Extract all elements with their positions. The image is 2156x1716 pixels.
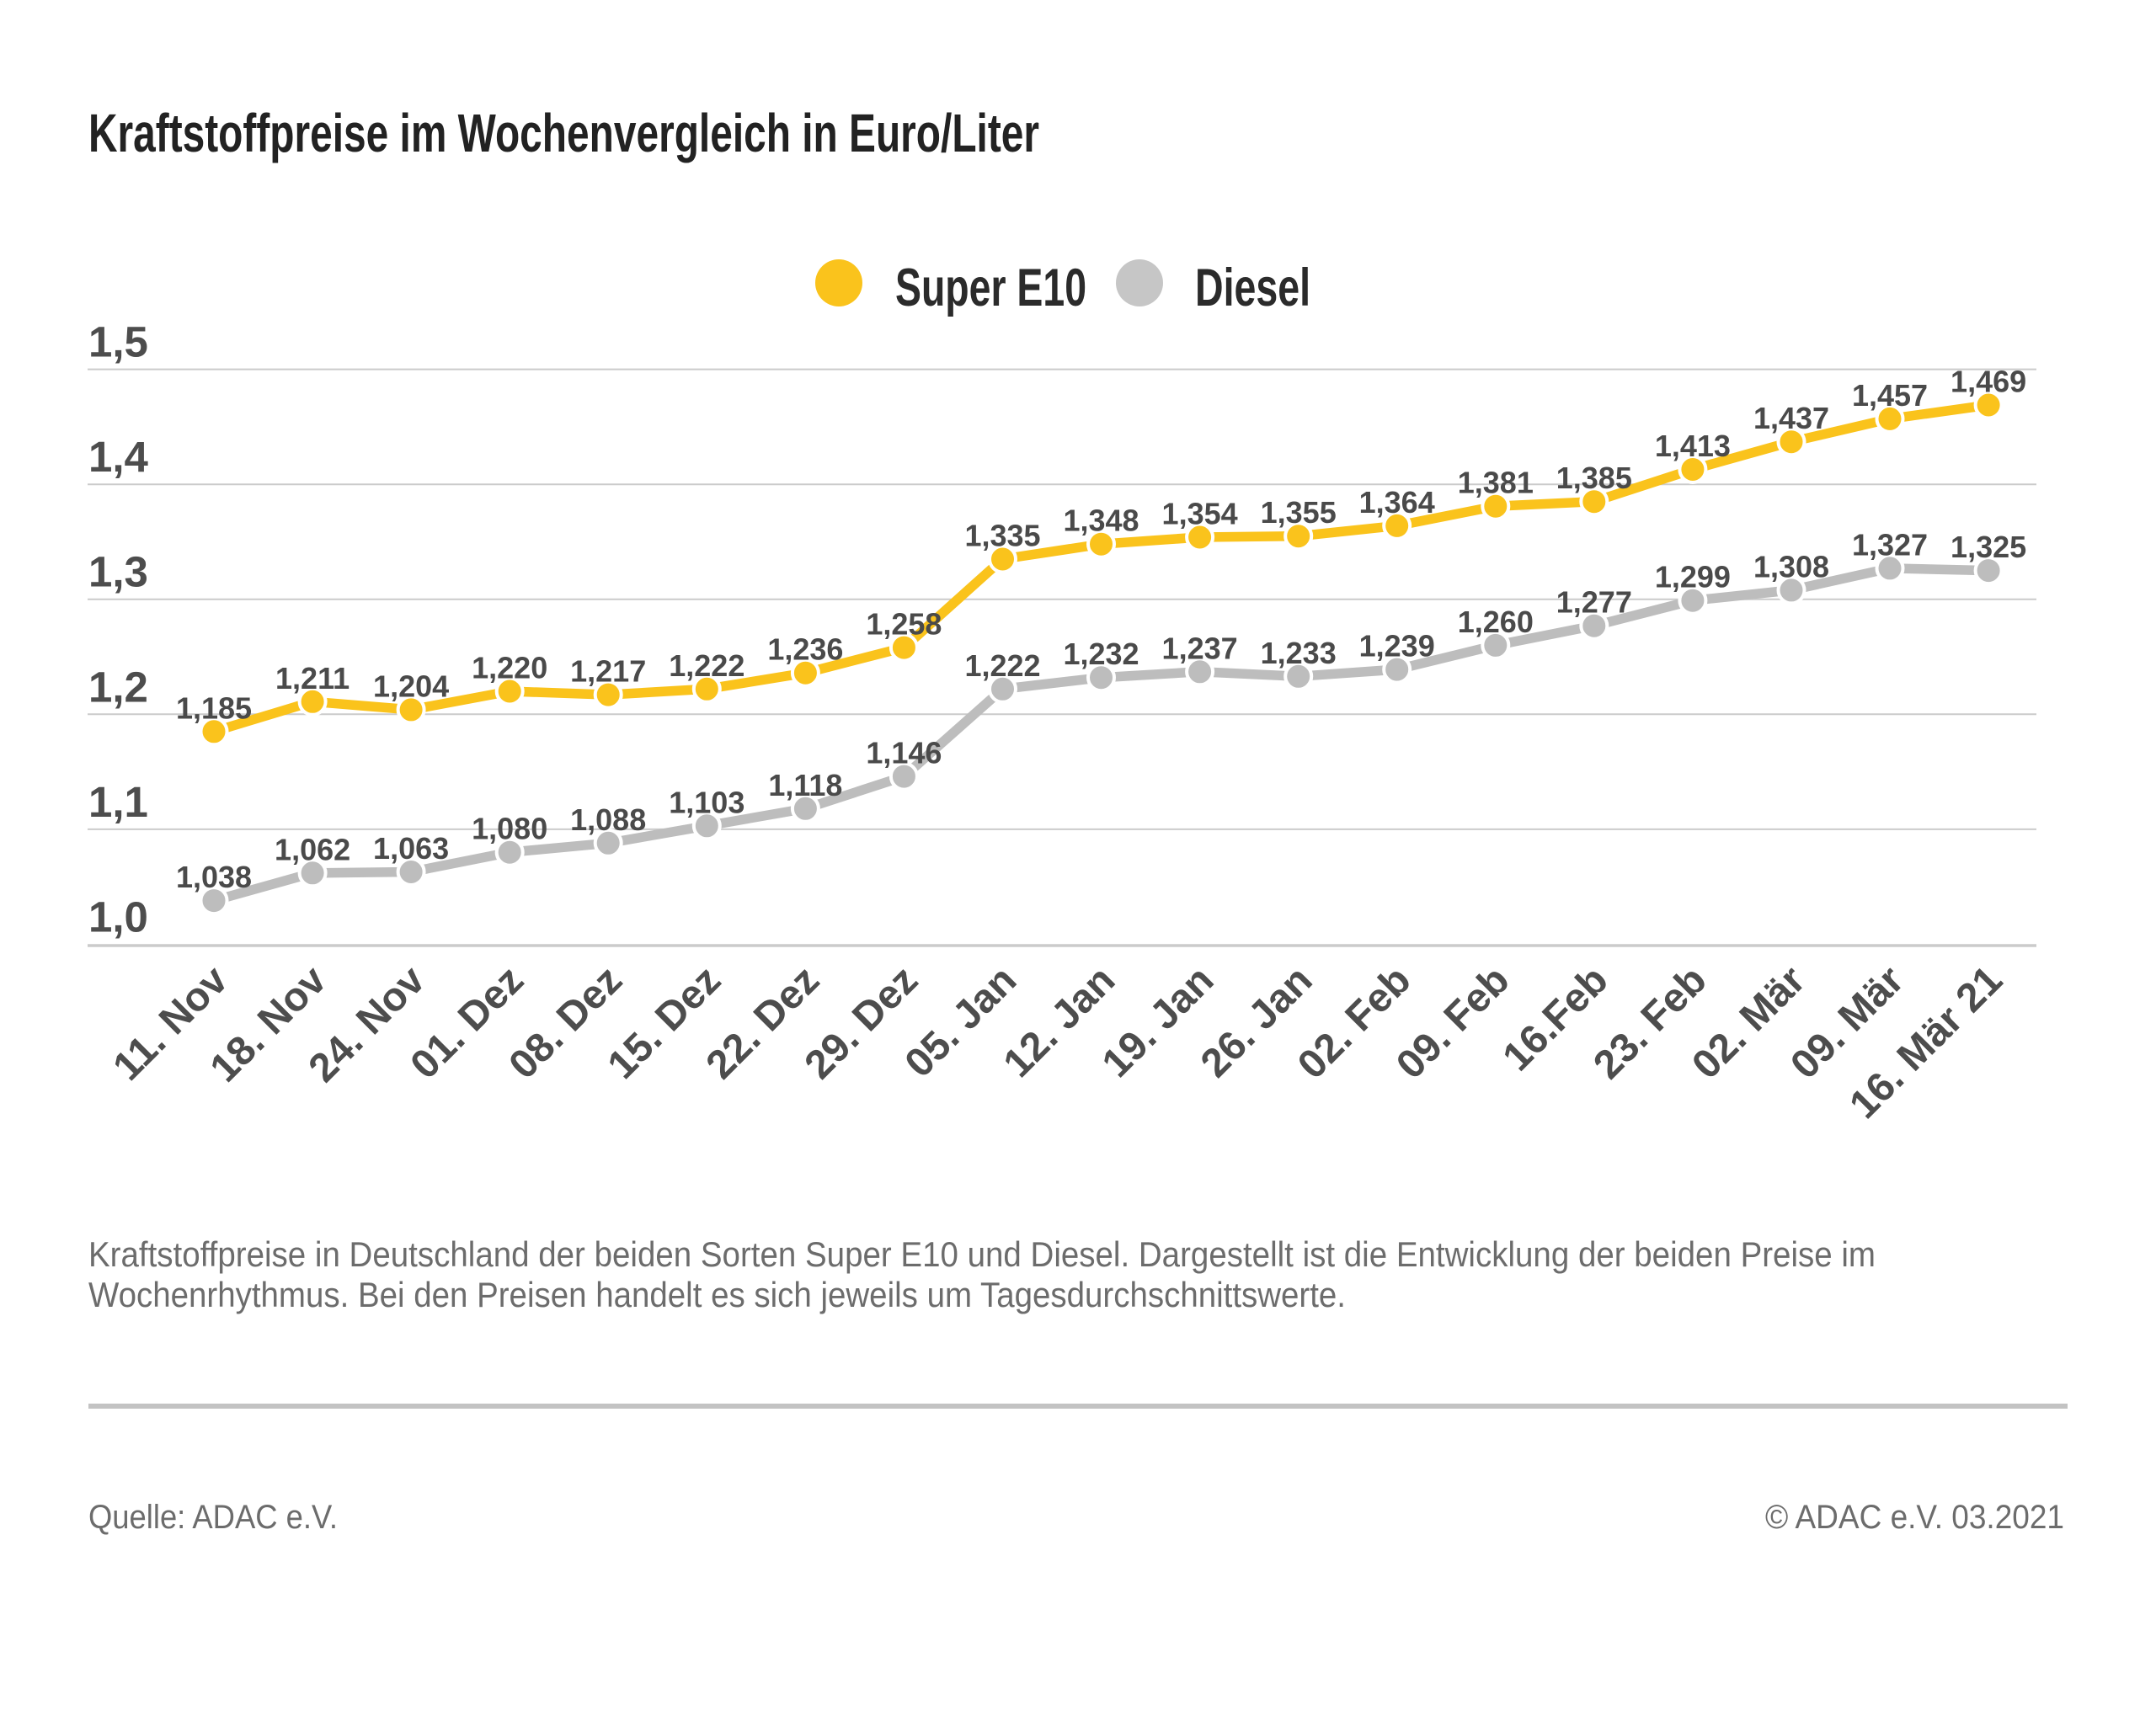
svg-text:1,325: 1,325: [1951, 530, 2026, 564]
svg-text:1,277: 1,277: [1556, 585, 1632, 620]
svg-text:Wochenrhythmus. Bei den Preise: Wochenrhythmus. Bei den Preisen handelt …: [88, 1275, 1346, 1314]
svg-text:1,103: 1,103: [669, 785, 744, 819]
svg-text:1,233: 1,233: [1261, 636, 1337, 670]
svg-text:1,355: 1,355: [1261, 495, 1337, 530]
svg-text:1,437: 1,437: [1753, 401, 1829, 435]
svg-text:1,220: 1,220: [472, 651, 547, 685]
svg-text:1,3: 1,3: [88, 548, 148, 596]
svg-text:1,348: 1,348: [1063, 504, 1139, 538]
svg-text:1,5: 1,5: [88, 318, 148, 366]
svg-text:1,222: 1,222: [964, 648, 1040, 683]
svg-text:1,0: 1,0: [88, 893, 148, 941]
svg-text:1,260: 1,260: [1458, 605, 1534, 639]
svg-text:1,237: 1,237: [1162, 631, 1238, 665]
svg-text:1,222: 1,222: [669, 648, 744, 683]
svg-text:1,381: 1,381: [1458, 466, 1534, 500]
svg-text:1,457: 1,457: [1852, 378, 1928, 413]
svg-text:1,2: 1,2: [88, 663, 148, 711]
svg-text:1,258: 1,258: [866, 607, 942, 642]
svg-text:1,236: 1,236: [767, 632, 843, 667]
svg-text:Quelle: ADAC e.V.: Quelle: ADAC e.V.: [88, 1499, 338, 1536]
svg-text:Kraftstoffpreise im Wochenverg: Kraftstoffpreise im Wochenvergleich in E…: [88, 103, 1039, 163]
svg-text:1,146: 1,146: [866, 736, 942, 770]
svg-text:1,364: 1,364: [1359, 485, 1435, 520]
svg-text:Diesel: Diesel: [1195, 258, 1310, 317]
svg-text:1,413: 1,413: [1655, 429, 1731, 463]
svg-text:1,469: 1,469: [1951, 365, 2026, 399]
svg-text:1,354: 1,354: [1162, 497, 1238, 531]
svg-text:© ADAC e.V. 03.2021: © ADAC e.V. 03.2021: [1765, 1499, 2064, 1536]
svg-text:Kraftstoffpreise in Deutschlan: Kraftstoffpreise in Deutschland der beid…: [88, 1234, 1876, 1274]
svg-text:1,211: 1,211: [275, 661, 350, 695]
svg-text:1,308: 1,308: [1753, 549, 1829, 584]
svg-text:1,1: 1,1: [88, 778, 148, 826]
svg-text:1,239: 1,239: [1359, 629, 1435, 663]
svg-text:1,204: 1,204: [373, 669, 449, 703]
svg-text:Super E10: Super E10: [895, 258, 1086, 317]
svg-text:1,232: 1,232: [1063, 637, 1139, 671]
svg-text:1,217: 1,217: [570, 654, 646, 689]
svg-text:1,062: 1,062: [275, 832, 350, 866]
svg-text:1,4: 1,4: [88, 433, 149, 481]
svg-text:1,088: 1,088: [570, 802, 646, 837]
svg-text:1,327: 1,327: [1852, 527, 1928, 562]
svg-text:1,038: 1,038: [176, 860, 252, 894]
svg-text:1,080: 1,080: [472, 812, 547, 846]
svg-text:1,063: 1,063: [373, 831, 449, 866]
svg-text:1,118: 1,118: [768, 768, 842, 802]
svg-text:1,299: 1,299: [1655, 560, 1731, 594]
svg-text:1,335: 1,335: [964, 519, 1040, 553]
svg-text:1,385: 1,385: [1556, 461, 1632, 495]
svg-text:1,185: 1,185: [176, 690, 252, 725]
